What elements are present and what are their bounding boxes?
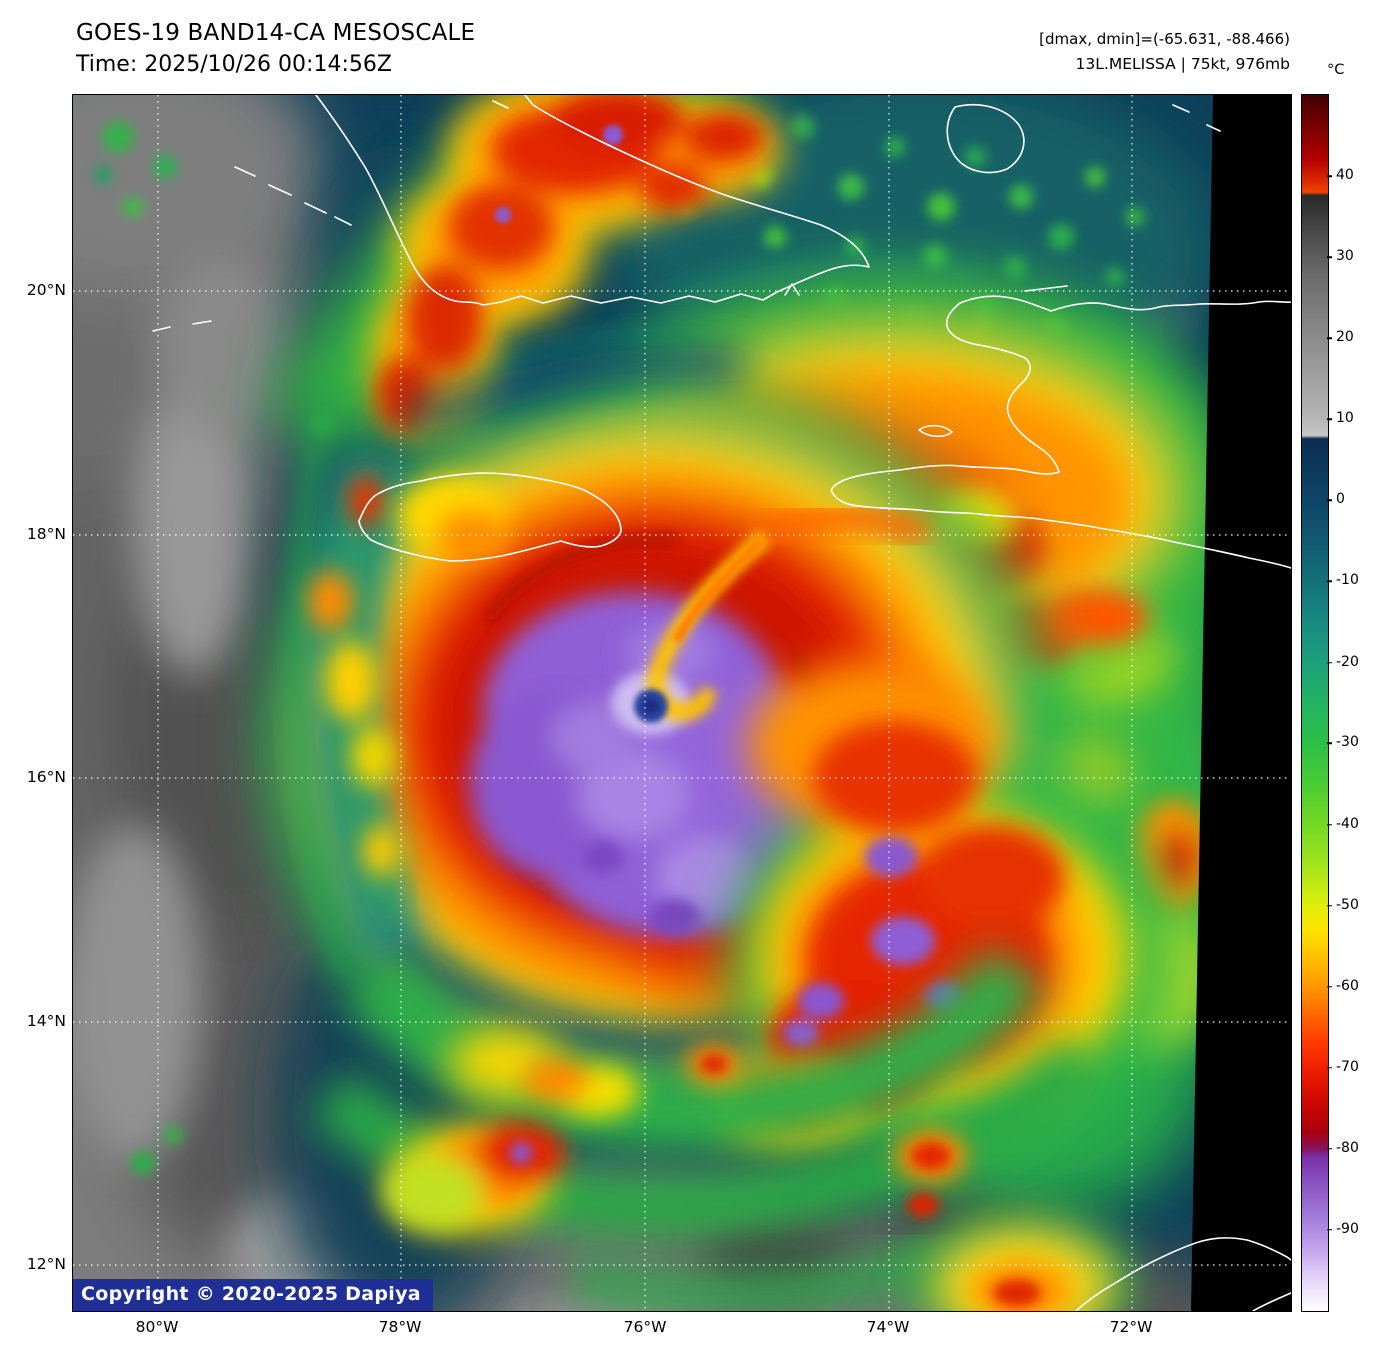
grid-lines [73, 95, 1291, 1311]
colorbar-tick-label: 40 [1336, 167, 1354, 184]
colorbar-tick-label: 0 [1336, 491, 1345, 508]
cuba-coastline [315, 95, 870, 306]
gonave-island-coastline [918, 285, 1068, 438]
colorbar-tick-label: 30 [1336, 248, 1354, 265]
lon-tick-label: 74°W [866, 1318, 910, 1336]
product-title: GOES-19 BAND14-CA MESOSCALE [76, 20, 476, 46]
cays-coastline [234, 166, 352, 226]
colorbar-labels: 40 30 20 10 0 -10 -20 -30 -40 -50 -60 -7… [1336, 94, 1390, 1310]
colorbar-tick-label: -70 [1336, 1058, 1359, 1075]
guajira-coastline [1075, 1237, 1291, 1311]
copyright-badge: Copyright © 2020-2025 Dapiya [73, 1279, 433, 1311]
storm-info-label: 13L.MELISSA | 75kt, 976mb [1075, 55, 1290, 73]
lon-tick-label: 80°W [135, 1318, 179, 1336]
satellite-map: Copyright © 2020-2025 Dapiya [72, 94, 1292, 1312]
satellite-imagery [73, 95, 1291, 1311]
lat-tick-label: 20°N [26, 281, 66, 299]
cayman-islands-coastline [152, 320, 212, 332]
southern-spiral-bands [310, 945, 1133, 1311]
haiti-peninsulas-coastline [830, 302, 1291, 569]
cuba-convective-band [265, 95, 781, 464]
colorbar-tick-label: -90 [1336, 1220, 1359, 1237]
colorbar-tick-label: -80 [1336, 1139, 1359, 1156]
colorbar-tick-label: 20 [1336, 329, 1354, 346]
lat-tick-label: 12°N [26, 1255, 66, 1273]
colorbar-tick-label: -50 [1336, 896, 1359, 913]
colorbar-tick-label: -10 [1336, 572, 1359, 589]
colorbar-tick-label: -20 [1336, 653, 1359, 670]
dmax-dmin-label: [dmax, dmin]=(-65.631, -88.466) [1039, 30, 1290, 48]
western-spiral-bands [287, 392, 511, 979]
lat-tick-label: 14°N [26, 1012, 66, 1030]
off-scan-region [1191, 95, 1291, 1311]
colorbar-tick-label: -60 [1336, 977, 1359, 994]
jamaica-coastline [358, 472, 622, 562]
lat-tick-label: 16°N [26, 768, 66, 786]
lon-tick-label: 72°W [1109, 1318, 1153, 1336]
outflow-arm [758, 505, 931, 548]
inagua-coastline [492, 100, 1221, 174]
hispaniola-north-coastline [959, 295, 1291, 312]
lat-tick-label: 18°N [26, 525, 66, 543]
lon-tick-label: 76°W [623, 1318, 667, 1336]
timestamp-label: Time: 2025/10/26 00:14:56Z [76, 52, 392, 77]
colorbar-tick-label: 10 [1336, 410, 1354, 427]
colorbar-unit-label: °C [1327, 62, 1345, 78]
colorbar-gradient [1301, 94, 1332, 1312]
colorbar-tick-label: -30 [1336, 734, 1359, 751]
colorbar-tick-label: -40 [1336, 815, 1359, 832]
coastlines [152, 95, 1291, 1311]
lon-tick-label: 78°W [378, 1318, 422, 1336]
